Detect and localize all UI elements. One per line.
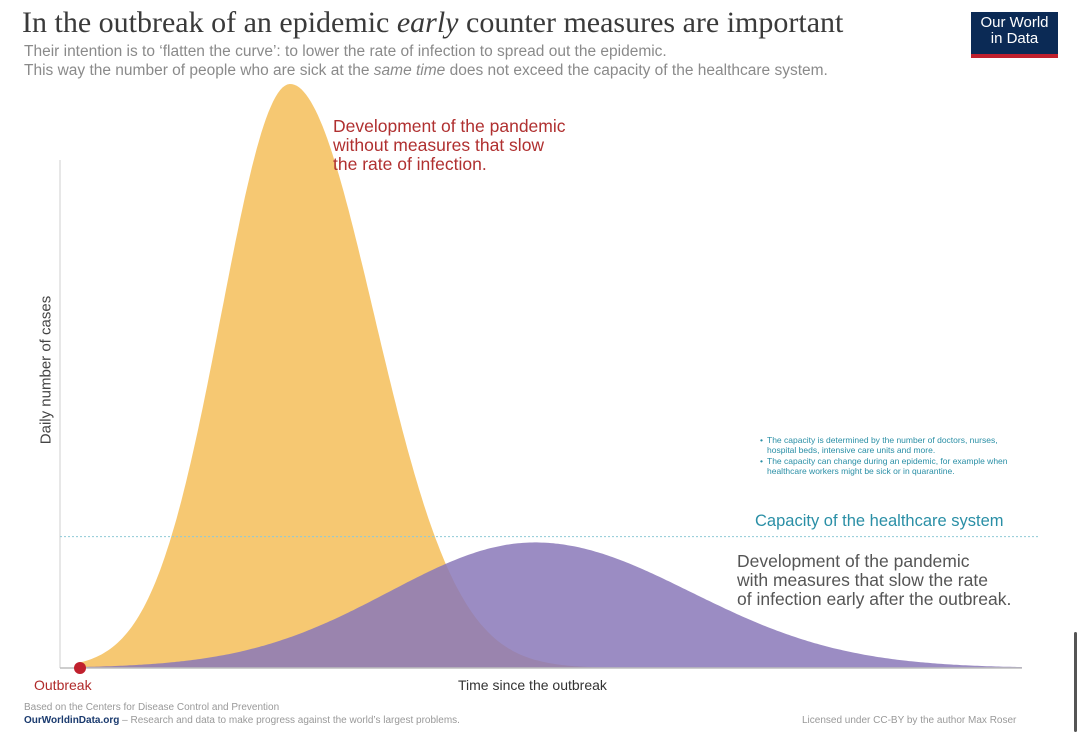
title-text-2: counter measures are important bbox=[458, 6, 844, 39]
title-text-italic: early bbox=[396, 6, 459, 39]
annotation-with-measures-line: with measures that slow the rate bbox=[737, 570, 988, 590]
x-axis-label: Time since the outbreak bbox=[458, 677, 607, 693]
capacity-label: Capacity of the healthcare system bbox=[755, 512, 1004, 530]
footer-tagline: – Research and data to make progress aga… bbox=[119, 715, 460, 726]
logo-line-1: Our World bbox=[980, 14, 1049, 31]
annotation-with-measures-line: of infection early after the outbreak. bbox=[737, 589, 1012, 609]
x-origin-label: Outbreak bbox=[34, 677, 92, 693]
subtitle-line-1: Their intention is to ‘flatten the curve… bbox=[24, 43, 667, 60]
bullet-icon: • bbox=[760, 435, 763, 445]
annotation-with-measures: Development of the pandemic with measure… bbox=[737, 552, 1011, 609]
footer-site: OurWorldinData.org – Research and data t… bbox=[24, 715, 460, 726]
annotation-with-measures-line: Development of the pandemic bbox=[737, 551, 970, 571]
capacity-note: • The capacity can change during an epide… bbox=[760, 456, 1012, 476]
site-link[interactable]: OurWorldinData.org bbox=[24, 715, 120, 726]
annotation-no-measures-line: Development of the pandemic bbox=[333, 116, 566, 136]
scrollbar[interactable] bbox=[1074, 632, 1077, 732]
y-axis-label: Daily number of cases bbox=[37, 295, 55, 445]
subtitle-2-italic: same time bbox=[373, 62, 446, 79]
area-with-measures bbox=[80, 542, 1022, 668]
subtitle-line-2: This way the number of people who are si… bbox=[24, 62, 828, 80]
license-note: Licensed under CC-BY by the author Max R… bbox=[802, 715, 1017, 726]
annotation-no-measures-line: without measures that slow bbox=[333, 135, 545, 155]
annotation-no-measures: Development of the pandemic without meas… bbox=[333, 117, 566, 174]
logo-line-2: in Data bbox=[990, 30, 1039, 47]
source-note: Based on the Centers for Disease Control… bbox=[24, 702, 280, 713]
capacity-notes: • The capacity is determined by the numbe… bbox=[760, 435, 1012, 478]
our-world-in-data-logo[interactable]: Our World in Data bbox=[971, 12, 1058, 58]
capacity-note: • The capacity is determined by the numbe… bbox=[760, 435, 1012, 455]
area-no-measures bbox=[80, 84, 1022, 668]
annotation-no-measures-line: the rate of infection. bbox=[333, 154, 487, 174]
subtitle-2-text-a: This way the number of people who are si… bbox=[24, 62, 374, 79]
bullet-icon: • bbox=[760, 456, 763, 466]
title-text-1: In the outbreak of an epidemic bbox=[22, 6, 397, 39]
capacity-note-text: The capacity can change during an epidem… bbox=[767, 456, 1008, 476]
subtitle-2-text-b: does not exceed the capacity of the heal… bbox=[445, 62, 828, 79]
chart-title: In the outbreak of an epidemic early cou… bbox=[22, 6, 843, 40]
outbreak-dot bbox=[74, 662, 86, 674]
capacity-note-text: The capacity is determined by the number… bbox=[767, 435, 998, 455]
